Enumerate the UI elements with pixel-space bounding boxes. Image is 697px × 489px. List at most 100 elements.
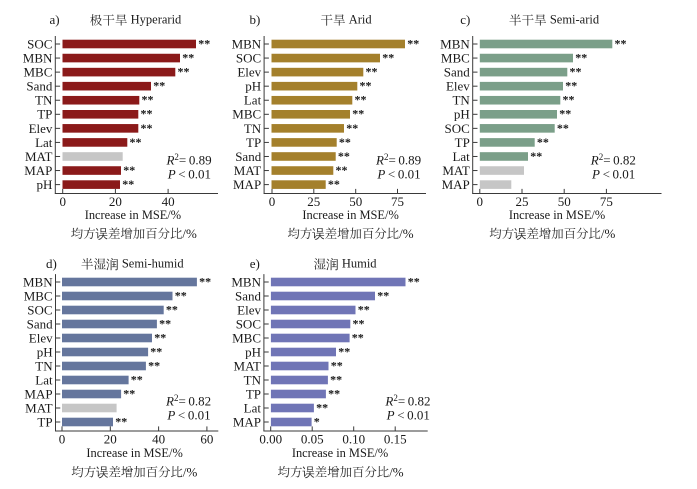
svg-text:Lat: Lat [35, 372, 53, 387]
svg-text:Increase in MSE/%: Increase in MSE/% [302, 208, 398, 222]
svg-text:**: ** [615, 36, 627, 50]
svg-text:P < 0.01: P < 0.01 [386, 408, 430, 423]
svg-text:**: ** [141, 107, 153, 121]
svg-text:TN: TN [244, 372, 262, 387]
svg-text:R2= 0.89: R2= 0.89 [375, 152, 421, 168]
svg-text:TP: TP [246, 135, 261, 150]
svg-text:0.10: 0.10 [342, 431, 365, 446]
svg-text:**: ** [130, 135, 142, 149]
svg-text:**: ** [331, 358, 343, 372]
svg-text:Sand: Sand [27, 316, 54, 331]
svg-text:Hyperarid: Hyperarid [128, 13, 183, 27]
svg-text:MAT: MAT [234, 358, 262, 373]
svg-text:**: ** [115, 414, 127, 428]
svg-text:pH: pH [37, 344, 53, 359]
svg-text:Increase in MSE/%: Increase in MSE/% [509, 208, 605, 222]
svg-text:**: ** [537, 135, 549, 149]
svg-text:40: 40 [162, 194, 175, 209]
svg-text:50: 50 [349, 194, 362, 209]
svg-text:**: ** [328, 386, 340, 400]
svg-text:**: ** [565, 79, 577, 93]
svg-text:Lat: Lat [244, 93, 262, 108]
svg-text:**: ** [408, 274, 420, 288]
svg-text:*: * [314, 414, 320, 428]
svg-text:Sand: Sand [235, 288, 262, 303]
svg-text:Increase in MSE/%: Increase in MSE/% [292, 446, 388, 460]
svg-text:R2= 0.82: R2= 0.82 [590, 152, 636, 168]
svg-text:**: ** [166, 302, 178, 316]
svg-text:**: ** [148, 358, 160, 372]
svg-text:**: ** [352, 107, 364, 121]
svg-text:MBC: MBC [232, 330, 261, 345]
svg-text:**: ** [150, 344, 162, 358]
svg-text:**: ** [575, 51, 587, 65]
svg-text:pH: pH [245, 79, 261, 94]
svg-text:b): b) [250, 12, 261, 27]
svg-text:**: ** [563, 93, 575, 107]
svg-text:MBC: MBC [232, 107, 261, 122]
svg-text:/%: /% [601, 226, 616, 241]
svg-text:**: ** [178, 65, 190, 79]
svg-text:25: 25 [516, 194, 529, 209]
svg-text:0: 0 [59, 431, 66, 446]
svg-text:Increase in MSE/%: Increase in MSE/% [85, 208, 181, 222]
svg-text:75: 75 [391, 194, 404, 209]
svg-text:/%: /% [183, 464, 198, 479]
svg-text:MBC: MBC [441, 51, 470, 66]
svg-text:pH: pH [37, 177, 53, 192]
svg-text:pH: pH [245, 344, 261, 359]
svg-text:MBN: MBN [23, 51, 53, 66]
svg-text:MBC: MBC [23, 65, 52, 80]
svg-text:**: ** [153, 79, 165, 93]
svg-text:25: 25 [307, 194, 320, 209]
svg-text:Semi-humid: Semi-humid [119, 257, 185, 271]
svg-text:0.15: 0.15 [384, 431, 407, 446]
svg-text:**: ** [353, 316, 365, 330]
svg-text:**: ** [122, 177, 134, 191]
svg-text:e): e) [250, 256, 260, 271]
svg-text:**: ** [154, 330, 166, 344]
svg-text:MAP: MAP [24, 163, 52, 178]
svg-text:**: ** [557, 121, 569, 135]
svg-text:MBN: MBN [232, 36, 262, 51]
svg-text:**: ** [366, 65, 378, 79]
svg-text:Arid: Arid [346, 13, 373, 27]
svg-text:P < 0.01: P < 0.01 [376, 167, 420, 182]
svg-text:0: 0 [59, 194, 66, 209]
svg-text:**: ** [352, 330, 364, 344]
svg-text:R2= 0.82: R2= 0.82 [165, 393, 211, 409]
svg-text:0.05: 0.05 [301, 431, 324, 446]
svg-text:TP: TP [246, 386, 261, 401]
svg-text:**: ** [338, 149, 350, 163]
svg-text:P < 0.01: P < 0.01 [591, 167, 635, 182]
svg-text:SOC: SOC [27, 302, 52, 317]
svg-text:**: ** [338, 344, 350, 358]
svg-text:Elev: Elev [237, 65, 261, 80]
svg-text:Elev: Elev [237, 302, 261, 317]
svg-text:R2= 0.82: R2= 0.82 [384, 393, 430, 409]
svg-text:0: 0 [477, 194, 484, 209]
svg-text:Lat: Lat [244, 400, 262, 415]
svg-text:d): d) [46, 256, 57, 271]
svg-text:Lat: Lat [452, 149, 470, 164]
svg-text:MBN: MBN [231, 274, 261, 289]
svg-text:Increase in MSE/%: Increase in MSE/% [86, 446, 182, 460]
svg-text:TP: TP [37, 107, 52, 122]
svg-text:**: ** [123, 386, 135, 400]
svg-text:**: ** [358, 302, 370, 316]
svg-text:TN: TN [244, 121, 262, 136]
svg-text:/%: /% [399, 226, 414, 241]
svg-text:**: ** [355, 93, 367, 107]
svg-text:Elev: Elev [29, 121, 53, 136]
svg-text:SOC: SOC [236, 316, 261, 331]
svg-text:**: ** [339, 135, 351, 149]
svg-text:**: ** [377, 288, 389, 302]
svg-text:50: 50 [558, 194, 571, 209]
svg-text:MBN: MBN [440, 36, 470, 51]
svg-text:R2= 0.89: R2= 0.89 [165, 152, 211, 168]
svg-text:**: ** [530, 149, 542, 163]
svg-text:40: 40 [152, 431, 165, 446]
svg-text:**: ** [559, 107, 571, 121]
svg-text:**: ** [570, 65, 582, 79]
svg-text:**: ** [159, 316, 171, 330]
